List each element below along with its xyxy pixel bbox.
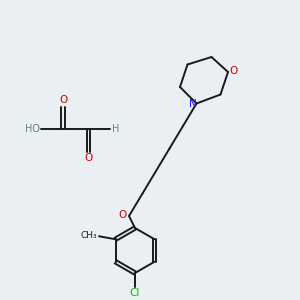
Text: H: H: [112, 124, 119, 134]
Text: O: O: [118, 209, 127, 220]
Text: Cl: Cl: [130, 288, 140, 298]
Text: HO: HO: [25, 124, 40, 134]
Text: O: O: [59, 95, 67, 105]
Text: O: O: [84, 153, 93, 163]
Text: O: O: [230, 66, 238, 76]
Text: N: N: [189, 99, 196, 109]
Text: CH₃: CH₃: [81, 231, 98, 240]
